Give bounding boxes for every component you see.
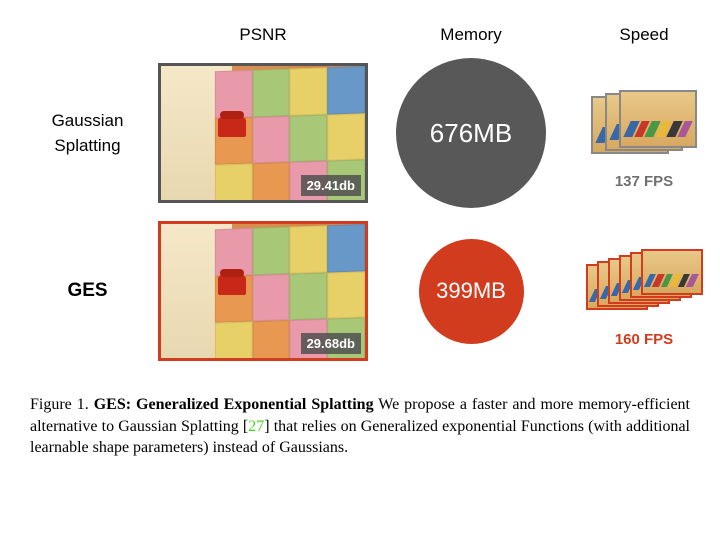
- figure-caption: Figure 1. GES: Generalized Exponential S…: [30, 394, 690, 459]
- fps-label-gs: 137 FPS: [615, 173, 673, 190]
- caption-prefix: Figure 1.: [30, 396, 94, 413]
- psnr-badge-ges: 29.68db: [301, 333, 361, 354]
- header-memory: Memory: [440, 25, 501, 45]
- speed-cell-ges: 160 FPS: [569, 216, 719, 366]
- caption-title: GES: Generalized Exponential Splatting: [94, 396, 374, 413]
- phone-prop-ges: [218, 275, 246, 295]
- memory-circle-ges: 399MB: [419, 239, 524, 344]
- memory-circle-gs: 676MB: [396, 58, 546, 208]
- speed-stack-gs: [584, 77, 704, 167]
- fps-label-ges: 160 FPS: [615, 331, 673, 348]
- header-speed: Speed: [619, 25, 668, 45]
- row-label-gs: Gaussian Splatting: [52, 108, 124, 159]
- memory-label-ges: 399MB: [436, 278, 506, 304]
- citation-link[interactable]: 27: [248, 418, 264, 435]
- row-label-ges: GES: [67, 277, 107, 306]
- psnr-badge-gs: 29.41db: [301, 175, 361, 196]
- memory-label-gs: 676MB: [430, 118, 512, 149]
- header-psnr: PSNR: [239, 25, 286, 45]
- row-label-gs-l2: Splatting: [52, 133, 124, 159]
- speed-card: [641, 249, 703, 295]
- psnr-image-gs: 29.41db: [158, 63, 368, 203]
- figure-grid: PSNR Memory Speed Gaussian Splatting 29.…: [30, 20, 690, 366]
- memory-cell-ges: 399MB: [381, 216, 561, 366]
- psnr-image-ges: 29.68db: [158, 221, 368, 361]
- row-label-gs-l1: Gaussian: [52, 108, 124, 134]
- phone-prop-gs: [218, 117, 246, 137]
- memory-cell-gs: 676MB: [381, 58, 561, 208]
- speed-cell-gs: 137 FPS: [569, 58, 719, 208]
- speed-stack-ges: [584, 235, 704, 325]
- speed-card: [619, 90, 697, 148]
